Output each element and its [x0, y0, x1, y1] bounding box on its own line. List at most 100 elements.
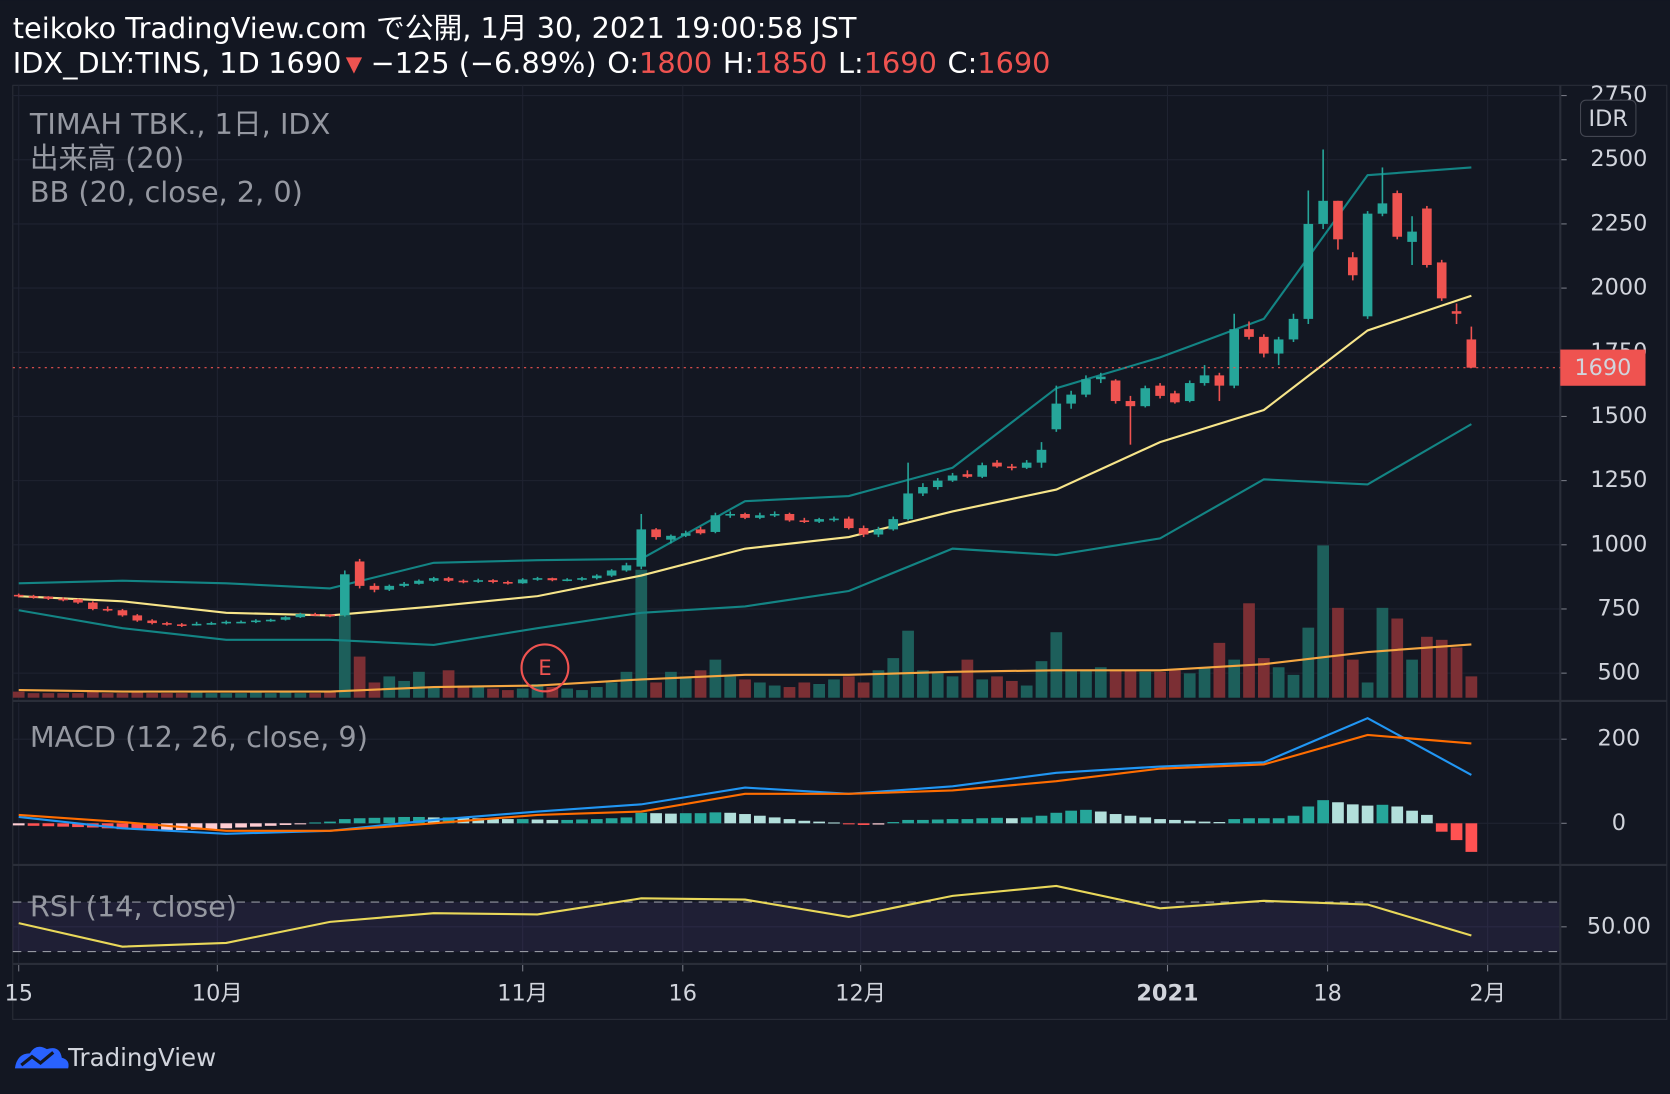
macd-histogram-bar [1094, 811, 1107, 824]
candle-body [399, 583, 409, 586]
volume-ma [18, 643, 1472, 693]
candle-body [1184, 383, 1195, 402]
candle-body [1347, 257, 1358, 276]
macd-histogram-bar [1050, 812, 1063, 824]
candle-body [992, 462, 1002, 467]
candle-body [384, 585, 395, 590]
volume-bar [620, 671, 633, 698]
macd-histogram-bar [131, 823, 144, 830]
volume-bar [457, 685, 470, 698]
volume-bar [576, 690, 588, 698]
volume-bar [1020, 685, 1033, 698]
open-label: O: [607, 46, 639, 80]
macd-histogram-bar [561, 819, 574, 824]
macd-histogram-bar [398, 816, 410, 824]
volume-bar [887, 658, 900, 698]
volume-bar [917, 670, 929, 698]
volume-bar [264, 693, 277, 698]
macd-histogram-bar [739, 814, 751, 824]
candle-body [977, 465, 987, 477]
candle-body [13, 594, 24, 597]
currency-button[interactable]: IDR [1580, 99, 1637, 137]
brand-logo[interactable]: TradingView [14, 1043, 216, 1072]
macd-histogram-bar [220, 823, 233, 829]
candle-body [1199, 375, 1210, 384]
candle-body [102, 608, 113, 611]
brand-name[interactable]: TradingView [67, 1043, 216, 1072]
volume-bar [1080, 670, 1092, 698]
macd-histogram-bar [309, 822, 322, 824]
candle-body [1140, 388, 1151, 407]
volume-bar [1272, 667, 1285, 698]
candle-body [1051, 403, 1062, 430]
macd-histogram-bar [887, 822, 900, 824]
macd-histogram-bar [931, 819, 944, 824]
candle-body [340, 574, 350, 616]
candle-body [414, 580, 424, 584]
candle-body [1259, 336, 1269, 354]
x-tick-label: 10月 [192, 980, 243, 1006]
candle-body [1318, 200, 1328, 224]
logo-cloud[interactable] [14, 1046, 69, 1069]
volume-bar [902, 630, 914, 698]
volume-bar [546, 687, 559, 698]
close-label: C: [948, 46, 978, 80]
macd-histogram-bar [250, 823, 262, 827]
currency[interactable]: IDR [1589, 106, 1628, 132]
volume-bar [324, 691, 336, 698]
candle-body [1466, 339, 1477, 368]
change: −125 (−6.89%) [371, 46, 597, 80]
macd-histogram-bar [1065, 810, 1077, 824]
candle-body [1066, 394, 1076, 404]
candle-body [58, 598, 68, 601]
marks [12, 149, 1561, 948]
macd-histogram-bar [324, 821, 336, 824]
candle-body [1170, 393, 1180, 403]
legend-bb: BB (20, close, 2, 0) [30, 175, 303, 209]
grid [12, 85, 1567, 972]
volume-bar [679, 676, 692, 698]
candle-body [251, 620, 261, 623]
macd-histogram-bar [1346, 804, 1359, 824]
candle-body [918, 487, 928, 494]
volume-bar [190, 691, 203, 698]
candle-body [1288, 318, 1299, 340]
candle-body [636, 529, 647, 567]
volume-bar [1139, 671, 1152, 698]
macd-histogram-bar [146, 823, 158, 831]
candle-body [873, 529, 884, 535]
currency-box[interactable] [1580, 99, 1637, 137]
candle-body [592, 575, 602, 579]
legend-volume: 出来高 (20) [30, 141, 184, 175]
macd-histogram-bar [235, 823, 247, 828]
y-tick-label: 1000 [1590, 531, 1647, 557]
macd-histogram-bar [1317, 800, 1329, 824]
volume-bar [709, 659, 722, 698]
macd-histogram-bar [1124, 815, 1137, 824]
volume-bar [1228, 659, 1241, 698]
volume-bar [590, 687, 603, 698]
volume-bar [1317, 545, 1329, 698]
volume-bar [724, 676, 737, 698]
volume-bar [976, 679, 989, 698]
macd-histogram-bar [917, 819, 929, 824]
volume-bar [353, 656, 366, 698]
candle-body [1155, 385, 1165, 396]
macd-histogram-bar [991, 817, 1003, 824]
macd-histogram-bar [1376, 804, 1389, 824]
macd-histogram-bar [294, 823, 307, 825]
candle-body [1229, 329, 1239, 386]
volume-bar [27, 693, 40, 698]
close: 1690 [977, 46, 1050, 80]
volume-bar [1421, 636, 1433, 698]
logo-line[interactable] [20, 1051, 55, 1067]
volume-bar [205, 693, 218, 698]
candle-body [191, 623, 202, 626]
volume-bar [1183, 673, 1196, 698]
volume-bar [1169, 670, 1181, 698]
high: 1850 [754, 46, 827, 80]
macd-histogram-bar [976, 818, 989, 824]
volume-bar [1035, 661, 1048, 698]
macd-histogram-bar [842, 823, 855, 825]
candle-body [1081, 379, 1091, 395]
